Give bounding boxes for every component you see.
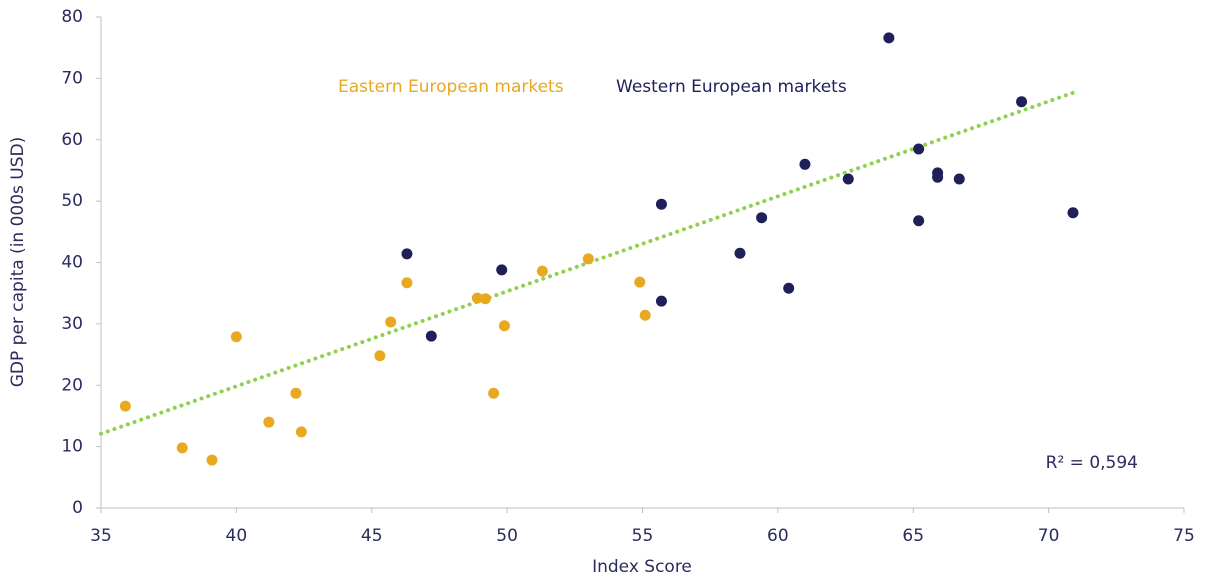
- legend-entry: Western European markets: [616, 77, 847, 97]
- point: [496, 264, 508, 276]
- x-tick-label: 60: [767, 526, 789, 546]
- point: [1067, 207, 1079, 219]
- point: [206, 454, 218, 466]
- point: [295, 426, 307, 438]
- x-tick-label: 70: [1038, 526, 1060, 546]
- point: [230, 331, 242, 343]
- y-tick-label: 40: [61, 253, 83, 273]
- x-tick-label: 40: [226, 526, 248, 546]
- point: [655, 295, 667, 307]
- point: [425, 330, 437, 342]
- point: [639, 309, 651, 321]
- point: [290, 387, 302, 399]
- point: [932, 171, 944, 183]
- point: [634, 276, 646, 288]
- point: [471, 292, 483, 304]
- point: [119, 400, 131, 412]
- point: [883, 32, 895, 44]
- y-tick-label: 70: [61, 68, 83, 88]
- x-axis-label: Index Score: [592, 557, 692, 577]
- point: [953, 173, 965, 185]
- y-tick-label: 0: [72, 498, 83, 518]
- point: [783, 282, 795, 294]
- point: [655, 198, 667, 210]
- x-tick-label: 75: [1173, 526, 1195, 546]
- point: [734, 247, 746, 259]
- point: [498, 320, 510, 332]
- y-axis-label: GDP per capita (in 000s USD): [8, 137, 28, 388]
- point: [1016, 96, 1028, 108]
- y-tick-label: 20: [61, 375, 83, 395]
- y-tick-label: 30: [61, 314, 83, 334]
- point: [913, 215, 925, 227]
- point: [176, 442, 188, 454]
- point: [385, 316, 397, 328]
- x-tick-label: 35: [90, 526, 112, 546]
- x-tick-label: 55: [632, 526, 654, 546]
- y-tick-label: 60: [61, 130, 83, 150]
- point: [842, 173, 854, 185]
- legend-entry: Eastern European markets: [338, 77, 564, 97]
- point: [756, 212, 768, 224]
- point: [479, 293, 491, 305]
- point: [582, 253, 594, 265]
- point: [401, 277, 413, 289]
- point: [913, 143, 925, 155]
- point: [799, 158, 811, 170]
- y-tick-label: 10: [61, 437, 83, 457]
- y-tick-label: 50: [61, 191, 83, 211]
- annotation: R² = 0,594: [1046, 453, 1138, 473]
- point: [536, 265, 548, 277]
- x-tick-label: 50: [496, 526, 518, 546]
- point: [374, 350, 386, 362]
- x-tick-label: 45: [361, 526, 383, 546]
- point: [488, 387, 500, 399]
- point: [401, 248, 413, 260]
- y-tick-label: 80: [61, 7, 83, 27]
- point: [263, 416, 275, 428]
- x-tick-label: 65: [902, 526, 924, 546]
